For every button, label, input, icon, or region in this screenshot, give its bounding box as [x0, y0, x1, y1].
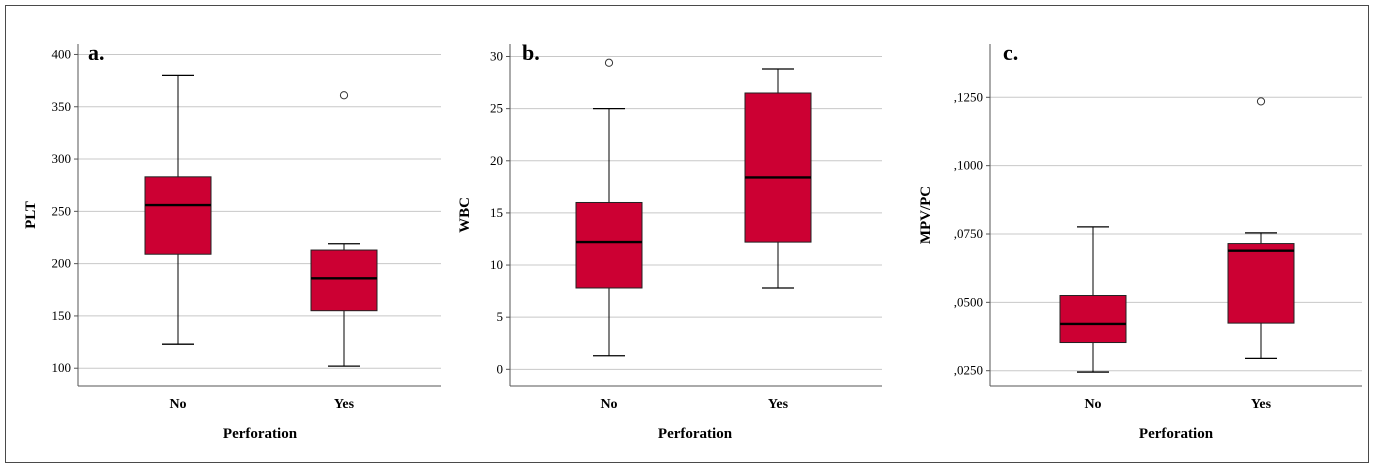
y-tick-label: 400 — [52, 46, 72, 61]
y-tick-label: 30 — [490, 49, 503, 64]
y-tick-label: 0 — [497, 361, 504, 376]
y-axis-title: PLT — [23, 201, 39, 229]
x-category-label: No — [1084, 397, 1101, 412]
y-tick-label: ,0750 — [954, 226, 983, 241]
y-tick-label: ,1250 — [954, 89, 983, 104]
y-tick-label: 5 — [497, 309, 504, 324]
outlier-point — [604, 58, 614, 67]
x-category-label: No — [600, 397, 617, 412]
x-category-label: Yes — [768, 397, 789, 412]
panel-label: b. — [522, 40, 540, 65]
x-axis-title: Perforation — [223, 426, 298, 442]
figure-border — [5, 5, 1369, 463]
y-tick-label: 200 — [52, 256, 72, 271]
box-yes — [744, 92, 812, 243]
x-category-label: Yes — [334, 397, 355, 412]
x-axis-title: Perforation — [1139, 426, 1214, 442]
outlier-point — [339, 91, 349, 100]
y-tick-label: 350 — [52, 99, 72, 114]
y-tick-label: ,0500 — [954, 294, 983, 309]
y-tick-label: 250 — [52, 203, 72, 218]
x-axis-title: Perforation — [658, 426, 733, 442]
y-tick-label: 10 — [490, 257, 503, 272]
y-tick-label: 15 — [490, 205, 503, 220]
y-tick-label: 100 — [52, 360, 72, 375]
box-no — [575, 201, 643, 289]
panel-label: c. — [1003, 40, 1018, 65]
box-yes — [310, 249, 378, 312]
y-tick-label: 150 — [52, 308, 72, 323]
y-tick-label: 20 — [490, 153, 503, 168]
y-axis-title: MPV/PC — [918, 186, 934, 244]
box-yes — [1227, 243, 1295, 324]
x-category-label: No — [169, 397, 186, 412]
y-tick-label: ,1000 — [954, 158, 983, 173]
y-tick-label: ,0250 — [954, 363, 983, 378]
panel-label: a. — [88, 40, 105, 65]
x-category-label: Yes — [1251, 397, 1272, 412]
y-axis-title: WBC — [457, 197, 473, 233]
y-tick-label: 300 — [52, 151, 72, 166]
box-no — [1059, 295, 1127, 344]
y-tick-label: 25 — [490, 101, 503, 116]
outlier-point — [1256, 97, 1266, 106]
box-no — [144, 176, 212, 255]
